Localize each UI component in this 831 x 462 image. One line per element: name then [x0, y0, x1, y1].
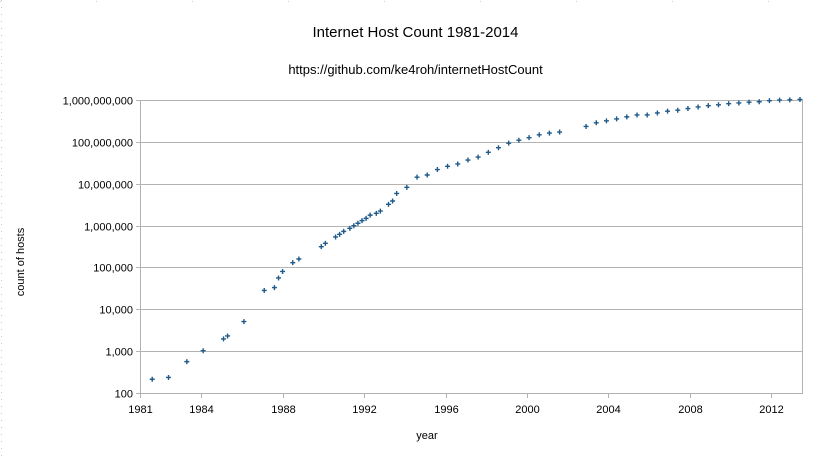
data-point: [290, 260, 296, 266]
data-point: [485, 149, 491, 155]
data-point: [221, 336, 227, 342]
data-point: [777, 97, 783, 103]
data-point: [351, 223, 357, 229]
data-point: [355, 220, 361, 226]
y-tick-label: 1,000,000: [84, 222, 133, 234]
data-point: [347, 225, 353, 231]
data-point: [261, 287, 267, 293]
data-point: [200, 348, 206, 354]
data-point: [546, 130, 552, 136]
data-point: [695, 104, 701, 110]
data-point: [333, 234, 339, 240]
x-tick-label: 1984: [189, 404, 213, 416]
x-tick-label: 1988: [271, 404, 295, 416]
data-point: [296, 256, 302, 262]
data-point: [766, 98, 772, 104]
x-axis-tick-labels: 1981 1984 1988 1992 1996 2000 2004 2008 2012: [128, 404, 783, 416]
y-tick-label: 10,000,000: [78, 180, 133, 192]
data-point: [367, 212, 373, 218]
data-point: [675, 107, 681, 113]
data-point: [787, 97, 793, 103]
data-point: [322, 240, 328, 246]
data-point: [614, 116, 620, 122]
data-point: [797, 96, 803, 102]
data-point: [654, 110, 660, 116]
data-point: [756, 99, 762, 105]
x-tick-label: 2008: [678, 404, 702, 416]
data-point: [337, 231, 343, 237]
data-point: [149, 376, 155, 382]
data-points: [149, 96, 803, 382]
data-point: [271, 285, 277, 291]
data-point: [465, 157, 471, 163]
chart-subtitle: https://github.com/ke4roh/internetHostCo…: [288, 62, 543, 77]
grid-lines: [136, 100, 802, 398]
data-point: [624, 114, 630, 120]
data-point: [726, 101, 732, 107]
plot-area-border: [140, 100, 803, 394]
data-point: [593, 120, 599, 126]
data-point: [557, 129, 563, 135]
data-point: [634, 112, 640, 118]
data-point: [377, 208, 383, 214]
data-point: [746, 99, 752, 105]
data-point: [495, 145, 501, 151]
x-tick-label: 2000: [515, 404, 539, 416]
data-point: [318, 244, 324, 250]
data-point: [414, 174, 420, 180]
data-point: [506, 140, 512, 146]
data-point: [715, 102, 721, 108]
data-point: [705, 103, 711, 109]
data-point: [475, 154, 481, 160]
data-point: [394, 190, 400, 196]
data-point: [241, 319, 247, 325]
data-point: [363, 215, 369, 221]
y-axis-tick-labels: 100 1,000 10,000 100,000 1,000,000 10,000,000…: [63, 96, 133, 401]
data-point: [536, 132, 542, 138]
x-tick-label: 1992: [352, 404, 376, 416]
data-point: [434, 167, 440, 173]
y-tick-label: 1,000,000,000: [63, 96, 133, 108]
data-point: [445, 163, 451, 169]
data-point: [280, 268, 286, 274]
data-point: [603, 118, 609, 124]
x-tick-label: 1981: [128, 404, 152, 416]
data-point: [455, 161, 461, 167]
y-tick-label: 100: [115, 389, 133, 401]
x-tick-label: 2012: [759, 404, 783, 416]
y-tick-label: 100,000,000: [72, 138, 133, 150]
data-point: [685, 106, 691, 112]
data-point: [404, 184, 410, 190]
y-tick-label: 10,000: [99, 305, 133, 317]
data-point: [373, 210, 379, 216]
x-tick-label: 2004: [596, 404, 620, 416]
data-point: [184, 359, 190, 365]
data-point: [386, 201, 392, 207]
data-point: [424, 172, 430, 178]
x-axis-label: year: [416, 430, 438, 442]
data-point: [644, 112, 650, 118]
data-point: [341, 228, 347, 234]
data-point: [225, 333, 231, 339]
data-point: [526, 135, 532, 141]
data-point: [390, 198, 396, 204]
x-tick-label: 1996: [434, 404, 458, 416]
data-point: [736, 100, 742, 106]
data-point: [516, 137, 522, 143]
y-tick-label: 100,000: [93, 263, 133, 275]
y-axis-label-text: count of hosts: [15, 227, 27, 297]
data-point: [583, 123, 589, 129]
y-tick-label: 1,000: [105, 347, 133, 359]
chart-title: Internet Host Count 1981-2014: [312, 24, 519, 41]
data-point: [276, 275, 282, 281]
data-point: [665, 108, 671, 114]
data-point: [166, 374, 172, 380]
y-axis-label: count of hosts: [15, 228, 35, 297]
data-point: [359, 218, 365, 224]
